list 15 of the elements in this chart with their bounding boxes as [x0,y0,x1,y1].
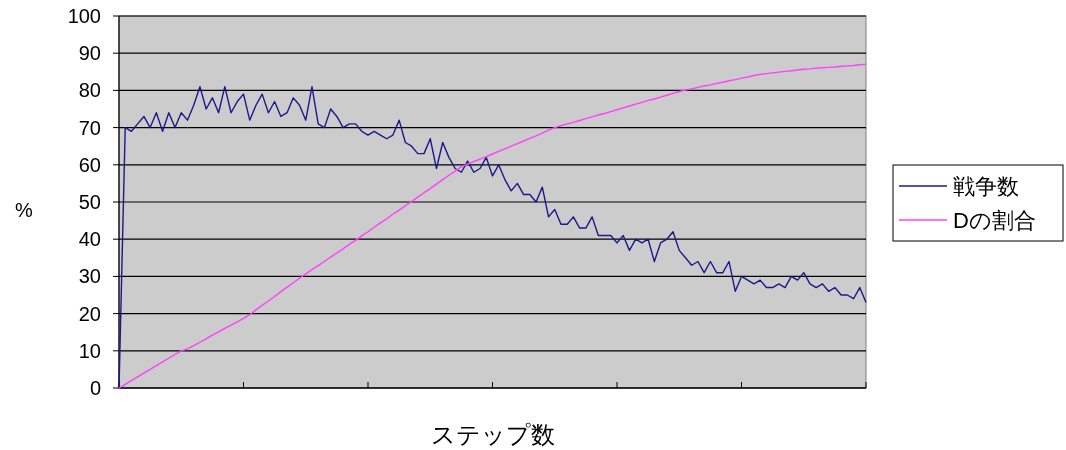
y-tick-label: 20 [78,302,101,325]
y-tick-label: 90 [78,42,101,65]
legend-label: Dの割合 [953,208,1036,233]
y-tick-label: 60 [78,153,101,176]
y-tick-label: 0 [89,377,101,399]
y-axis-title: % [15,199,34,221]
y-tick-label: 50 [78,191,101,213]
x-axis-title: ステップ数 [430,421,555,448]
y-tick-label: 30 [78,265,101,288]
y-tick-label: 100 [67,5,101,27]
y-tick-label: 40 [78,228,101,251]
y-tick-label: 10 [78,339,101,362]
y-tick-label: 70 [78,116,101,139]
y-tick-label: 80 [78,79,101,102]
legend-label: 戦争数 [953,174,1019,199]
